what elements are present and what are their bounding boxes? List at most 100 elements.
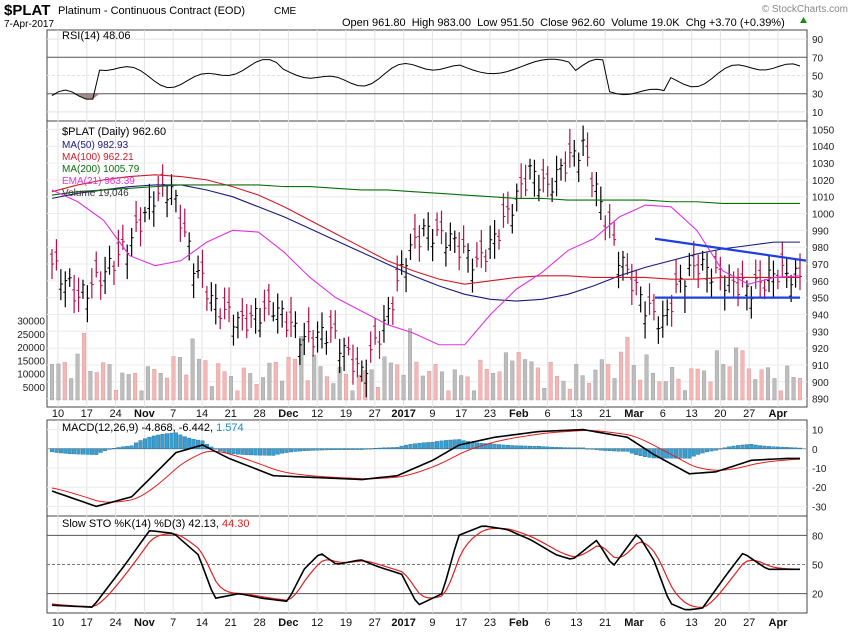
x-tick-label: 6 <box>660 408 666 420</box>
x-tick-label: 17 <box>81 617 93 629</box>
macd-histogram-bar <box>222 448 227 453</box>
macd-histogram-bar <box>350 448 355 450</box>
macd-histogram-bar <box>514 445 519 450</box>
change-up-arrow-icon <box>800 17 807 23</box>
macd-histogram-bar <box>142 438 147 450</box>
macd-histogram-bar <box>58 448 63 454</box>
macd-histogram-bar <box>594 448 599 451</box>
macd-tick-label: 0 <box>812 445 818 456</box>
price-tick-label: 950 <box>812 294 829 305</box>
volume-bar <box>120 372 125 401</box>
macd-histogram-bar <box>213 448 218 450</box>
x-tick-label: 21 <box>599 617 611 629</box>
macd-histogram-bar <box>302 448 307 452</box>
axis-ticks: 101017172424NovNov77141421212828DecDec12… <box>17 35 834 629</box>
rsi-tick-label: 90 <box>812 35 824 46</box>
macd-histogram-bar <box>660 448 665 459</box>
macd-tick-label: -30 <box>812 502 827 513</box>
x-tick-label: 13 <box>570 408 582 420</box>
volume-bar <box>702 370 707 401</box>
volume-bar <box>235 390 240 401</box>
macd-histogram-bar <box>408 444 413 449</box>
volume-bar <box>382 356 387 401</box>
price-tick-label: 970 <box>812 260 829 271</box>
macd-histogram-bar <box>306 448 311 451</box>
price-tick-label: 930 <box>812 327 829 338</box>
volume-bar <box>388 362 393 401</box>
volume-bar <box>714 350 719 401</box>
macd-histogram-bar <box>784 447 789 450</box>
x-tick-label: 20 <box>714 408 726 420</box>
macd-histogram-bar <box>709 448 714 452</box>
macd-histogram-bar <box>523 445 528 449</box>
macd-tick-label: -20 <box>812 483 827 494</box>
x-tick-label: 2017 <box>391 617 415 629</box>
volume-bar <box>503 352 508 401</box>
resistance-trendline <box>654 237 807 262</box>
macd-histogram-bar <box>700 448 705 454</box>
macd-histogram-bar <box>284 448 289 453</box>
macd-histogram-bar <box>589 448 594 450</box>
macd-histogram-bar <box>266 448 271 456</box>
x-tick-label: 7 <box>170 617 176 629</box>
volume-bar <box>587 382 592 401</box>
macd-label-hist: 1.574 <box>216 422 244 434</box>
x-tick-label: Dec <box>278 408 298 420</box>
macd-histogram-bar <box>89 448 94 455</box>
macd-histogram-bar <box>519 445 524 450</box>
x-tick-label: 2017 <box>391 408 415 420</box>
macd-histogram-bar <box>749 444 754 450</box>
macd-histogram-bar <box>497 444 502 449</box>
volume-bar <box>408 328 413 401</box>
volume-bar <box>676 378 681 401</box>
macd-histogram-bar <box>231 448 236 454</box>
x-tick-label: 19 <box>340 408 352 420</box>
volume-bar <box>203 360 208 401</box>
macd-histogram-bar <box>262 448 267 456</box>
legend-volume: Volume 19,046 <box>62 188 129 199</box>
macd-histogram-bar <box>687 448 692 459</box>
macd-histogram-bar <box>50 448 55 453</box>
volume-bar <box>190 338 195 401</box>
macd-histogram-bar <box>758 445 763 449</box>
macd-histogram-bar <box>435 441 440 449</box>
volume-bar <box>798 377 803 401</box>
volume-bar <box>101 362 106 401</box>
macd-histogram-bar <box>412 443 417 449</box>
volume-bar <box>555 376 560 401</box>
x-tick-label: Feb <box>509 617 529 629</box>
price-tick-label: 1010 <box>812 193 835 204</box>
macd-histogram-bar <box>80 448 85 455</box>
chart-date: 7-Apr-2017 <box>4 19 54 30</box>
macd-histogram-bar <box>426 442 431 450</box>
volume-bar <box>708 381 713 401</box>
volume-bar <box>420 375 425 401</box>
x-tick-label: Apr <box>769 617 789 629</box>
volume-bar <box>670 366 675 401</box>
volume-bar <box>395 364 400 401</box>
macd-histogram-bar <box>364 448 369 450</box>
macd-histogram-bar <box>541 446 546 450</box>
macd-histogram-bar <box>488 443 493 449</box>
macd-histogram-bar <box>324 448 329 451</box>
macd-histogram-bar <box>275 448 280 455</box>
price-tick-label: 1000 <box>812 210 835 221</box>
volume-bar <box>401 374 406 401</box>
macd-histogram-bar <box>315 448 320 451</box>
x-tick-label: Nov <box>134 617 156 629</box>
volume-bar <box>593 369 598 401</box>
price-chart <box>50 125 807 398</box>
volume-bar <box>184 374 189 401</box>
rsi-tick-label: 50 <box>812 72 824 83</box>
volume-bar <box>721 364 726 401</box>
stoch-label: Slow STO %K(14) %D(3) 42.13, 44.30 <box>62 518 250 530</box>
macd-histogram-bar <box>492 443 497 450</box>
volume-bar <box>158 373 163 401</box>
volume-bar <box>650 373 655 401</box>
macd-histogram-bar <box>98 448 103 453</box>
macd-histogram-bar <box>107 448 112 450</box>
macd-histogram-bar <box>404 444 409 449</box>
stoch-label-d: 44.30 <box>222 518 250 530</box>
volume-bar <box>727 366 732 401</box>
macd-histogram-bar <box>501 444 506 450</box>
